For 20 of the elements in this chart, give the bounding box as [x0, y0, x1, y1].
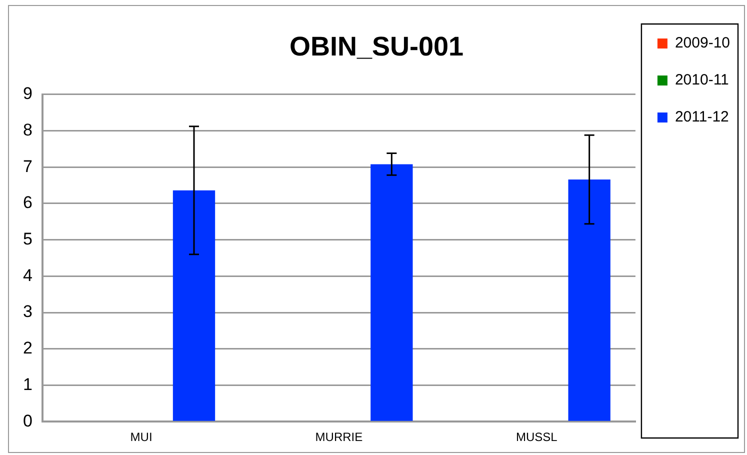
y-tick-label: 2 — [22, 338, 32, 358]
bar — [172, 190, 216, 421]
x-tick-label: MUI — [130, 430, 152, 444]
y-tick-label: 9 — [22, 84, 32, 104]
chart-title: OBIN_SU-001 — [289, 32, 464, 62]
bar — [370, 164, 413, 421]
y-tick-label: 6 — [22, 193, 32, 212]
y-tick-label: 4 — [22, 266, 32, 285]
bar — [568, 179, 610, 421]
y-tick-label: 1 — [22, 374, 32, 394]
legend-label: 2009-10 — [674, 34, 730, 52]
y-tick-label: 0 — [22, 411, 32, 430]
y-tick-label: 5 — [22, 230, 32, 249]
x-tick-label: MUSSL — [516, 430, 558, 444]
y-tick-label: 8 — [22, 120, 32, 140]
legend-label: 2010-11 — [674, 72, 729, 89]
x-tick-label: MURRIE — [315, 430, 363, 444]
legend-label: 2011-12 — [674, 108, 729, 126]
y-tick-label: 3 — [22, 302, 32, 322]
y-tick-label: 7 — [22, 156, 32, 176]
